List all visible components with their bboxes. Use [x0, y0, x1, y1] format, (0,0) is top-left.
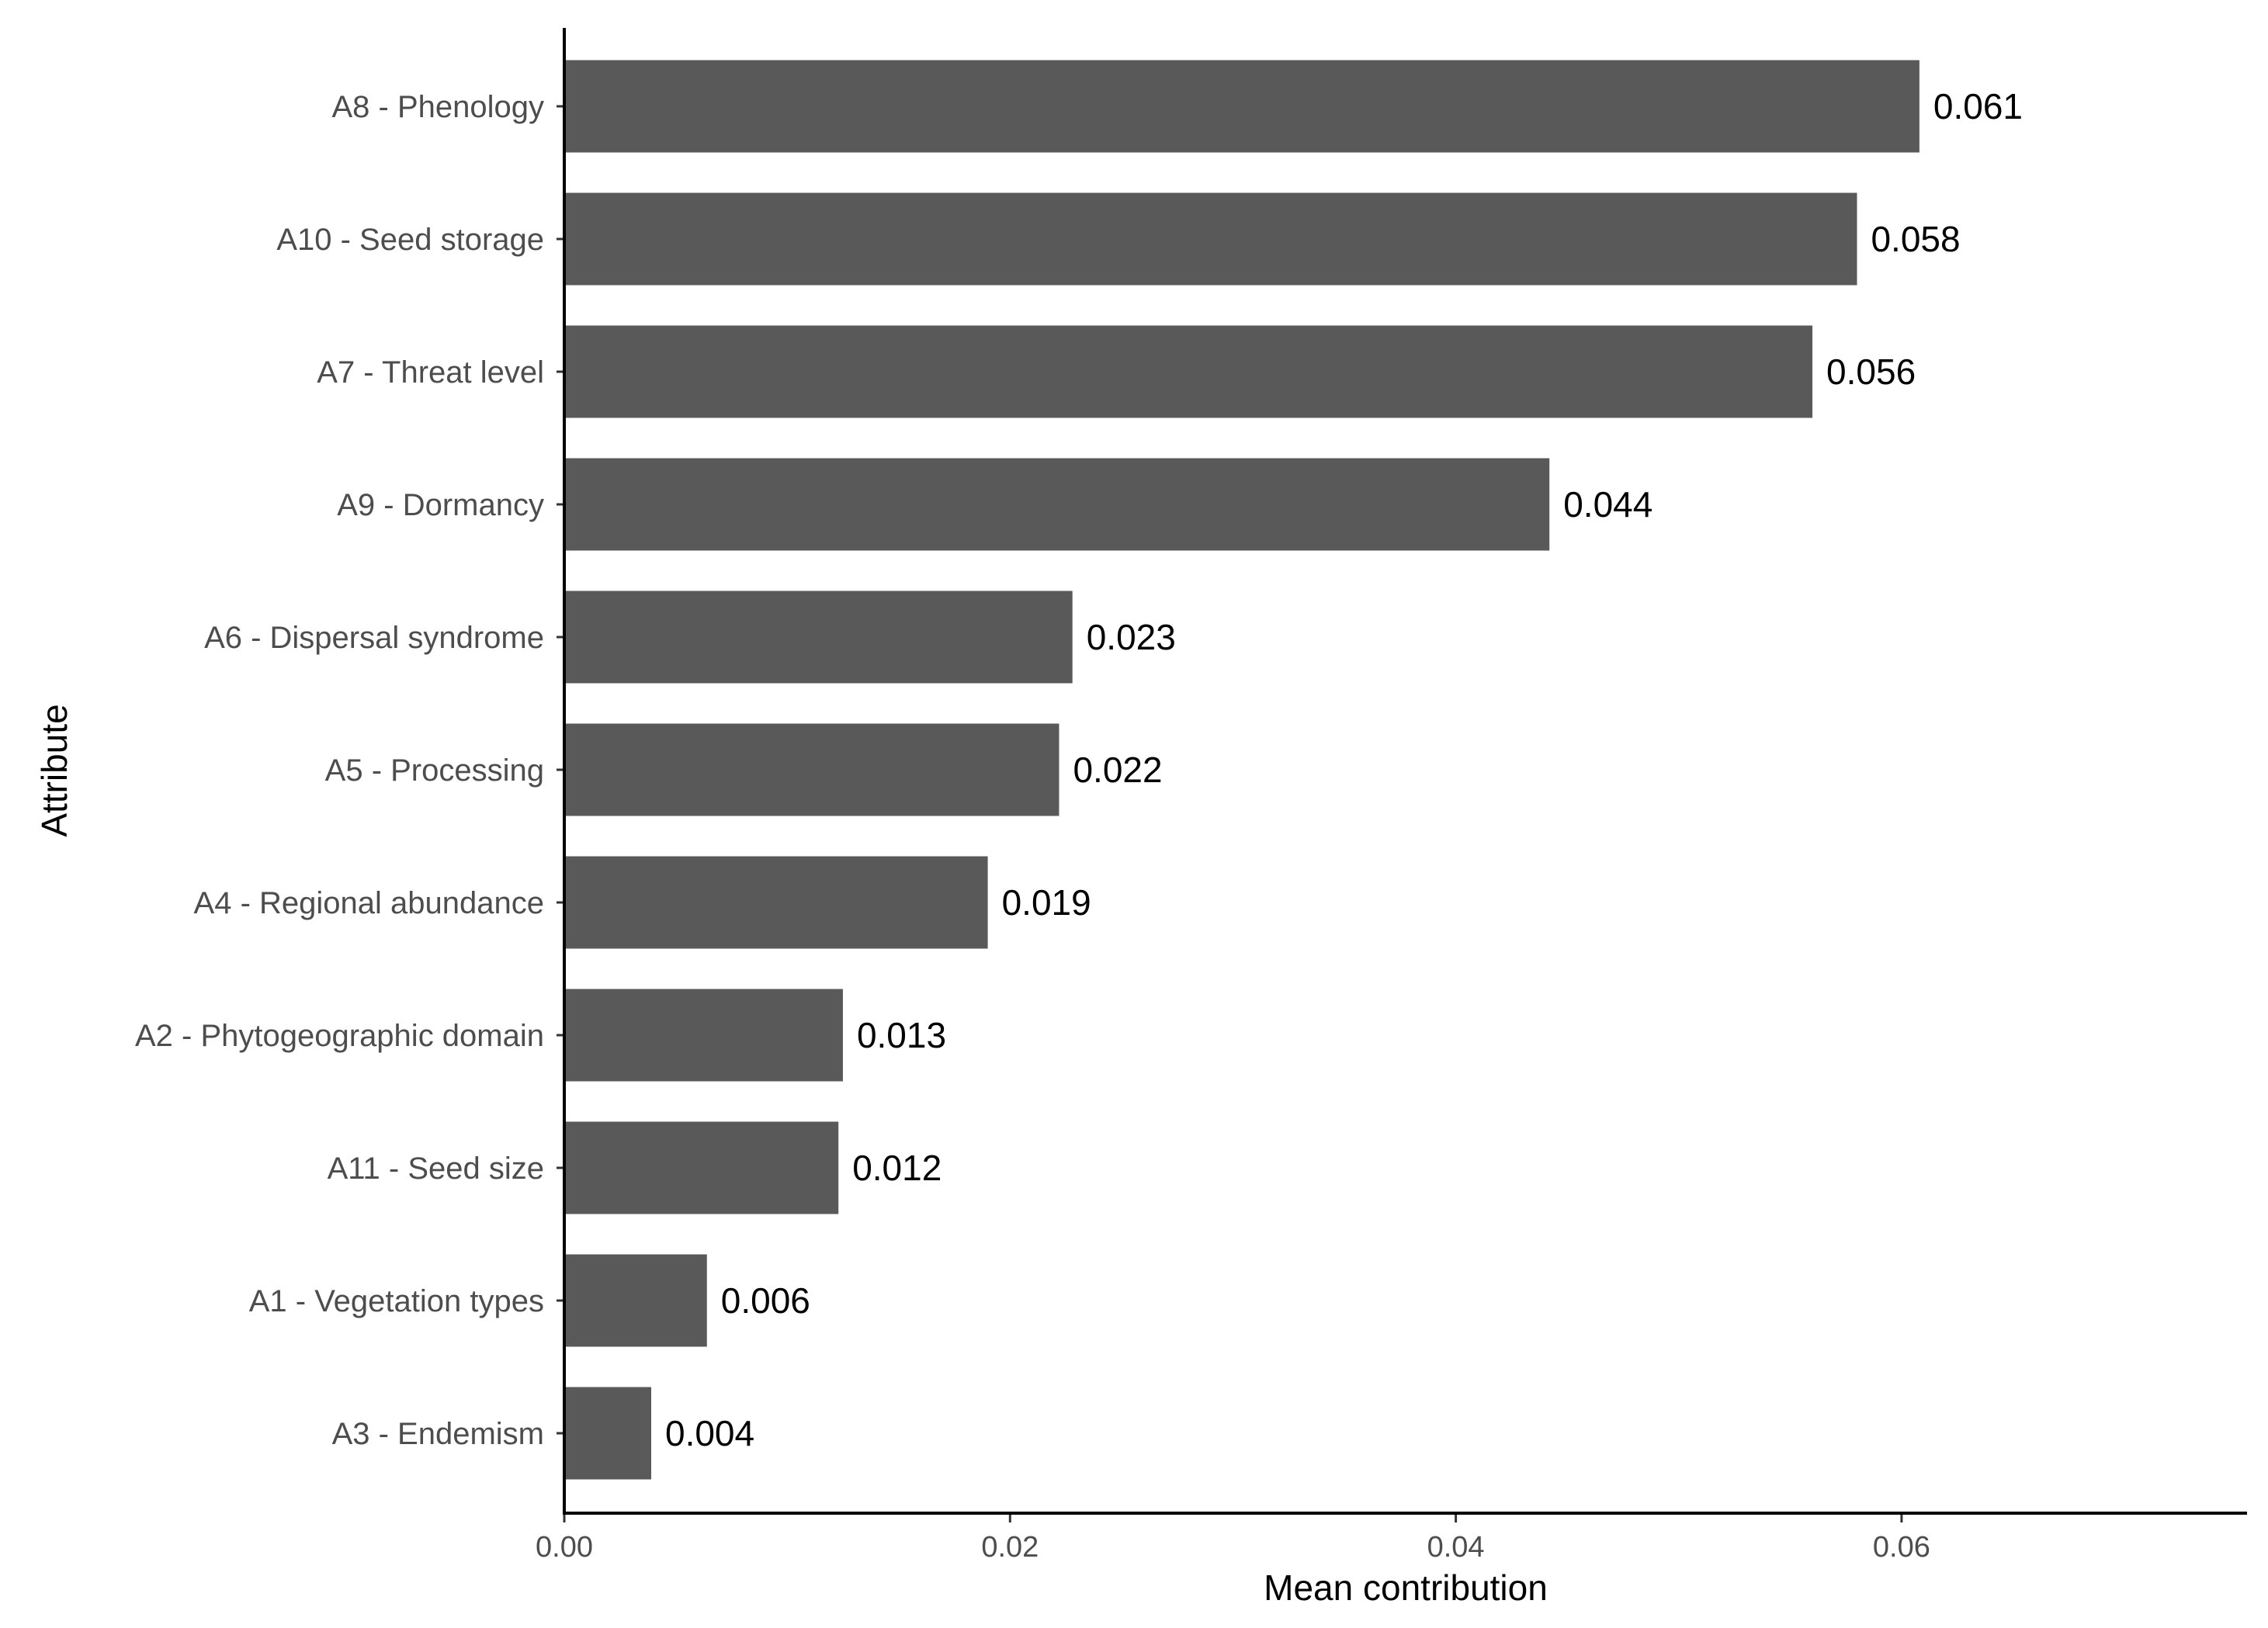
x-axis-title: Mean contribution [1264, 1567, 1548, 1608]
x-tick-label: 0.06 [1873, 1531, 1930, 1564]
bar [564, 1254, 707, 1347]
bar [564, 989, 843, 1082]
category-label: A2 - Phytogeographic domain [135, 1019, 544, 1053]
bar [564, 60, 1919, 153]
bar [564, 192, 1857, 286]
x-tick-label: 0.00 [536, 1531, 593, 1564]
bar [564, 723, 1059, 816]
value-label: 0.004 [665, 1413, 754, 1453]
value-label: 0.013 [857, 1015, 946, 1055]
bar [564, 1121, 839, 1214]
category-label: A3 - Endemism [332, 1417, 544, 1451]
value-label: 0.019 [1002, 882, 1091, 923]
value-label: 0.058 [1871, 219, 1960, 259]
value-label: 0.022 [1073, 750, 1162, 790]
category-label: A7 - Threat level [317, 355, 544, 390]
category-label: A5 - Processing [325, 753, 544, 788]
bar [564, 1387, 651, 1480]
bars-group [564, 60, 1919, 1480]
bar [564, 591, 1073, 684]
category-label: A4 - Regional abundance [194, 886, 544, 920]
value-label: 0.056 [1826, 352, 1916, 392]
value-labels-group: 0.061 0.058 0.056 0.044 0.023 0.022 0.019 0.013… [665, 86, 2023, 1453]
x-tick-label: 0.02 [981, 1531, 1039, 1564]
value-label: 0.061 [1933, 86, 2023, 126]
bar [564, 856, 988, 949]
x-ticks-group: 0.00 0.02 0.04 0.06 [536, 1513, 1930, 1564]
category-label: A1 - Vegetation types [249, 1284, 544, 1318]
category-label: A11 - Seed size [328, 1152, 544, 1186]
x-tick-label: 0.04 [1427, 1531, 1485, 1564]
bar [564, 325, 1813, 418]
value-label: 0.012 [852, 1148, 942, 1188]
y-axis-title: Attribute [34, 704, 75, 837]
value-label: 0.044 [1563, 484, 1652, 525]
category-label: A10 - Seed storage [276, 223, 544, 257]
bar [564, 458, 1550, 551]
value-label: 0.006 [721, 1280, 810, 1321]
value-label: 0.023 [1087, 617, 1176, 657]
category-labels-group: A8 - Phenology A10 - Seed storage A7 - Thr… [135, 90, 544, 1451]
category-label: A9 - Dormancy [337, 488, 544, 522]
category-label: A8 - Phenology [331, 90, 544, 124]
category-label: A6 - Dispersal syndrome [204, 621, 544, 655]
